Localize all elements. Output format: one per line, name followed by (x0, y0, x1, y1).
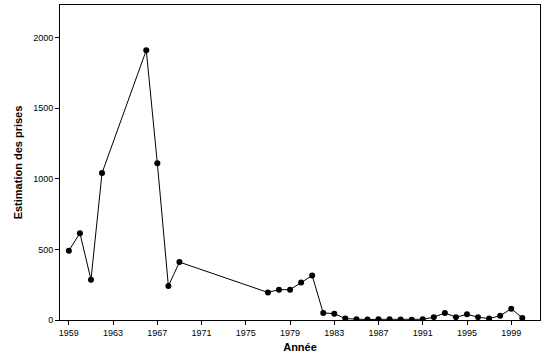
svg-text:1963: 1963 (103, 328, 123, 338)
svg-text:0: 0 (48, 315, 53, 325)
svg-text:1979: 1979 (280, 328, 300, 338)
svg-text:1975: 1975 (236, 328, 256, 338)
svg-text:1959: 1959 (59, 328, 79, 338)
svg-text:1991: 1991 (413, 328, 433, 338)
svg-text:1987: 1987 (369, 328, 389, 338)
svg-text:1995: 1995 (457, 328, 477, 338)
svg-text:1500: 1500 (33, 103, 53, 113)
svg-text:1971: 1971 (192, 328, 212, 338)
svg-text:1967: 1967 (147, 328, 167, 338)
svg-text:1999: 1999 (501, 328, 521, 338)
svg-text:1000: 1000 (33, 174, 53, 184)
svg-text:1983: 1983 (324, 328, 344, 338)
svg-text:2000: 2000 (33, 33, 53, 43)
svg-text:500: 500 (38, 245, 53, 255)
svg-text:Année: Année (283, 341, 317, 353)
svg-text:Estimation des prises: Estimation des prises (12, 106, 24, 220)
